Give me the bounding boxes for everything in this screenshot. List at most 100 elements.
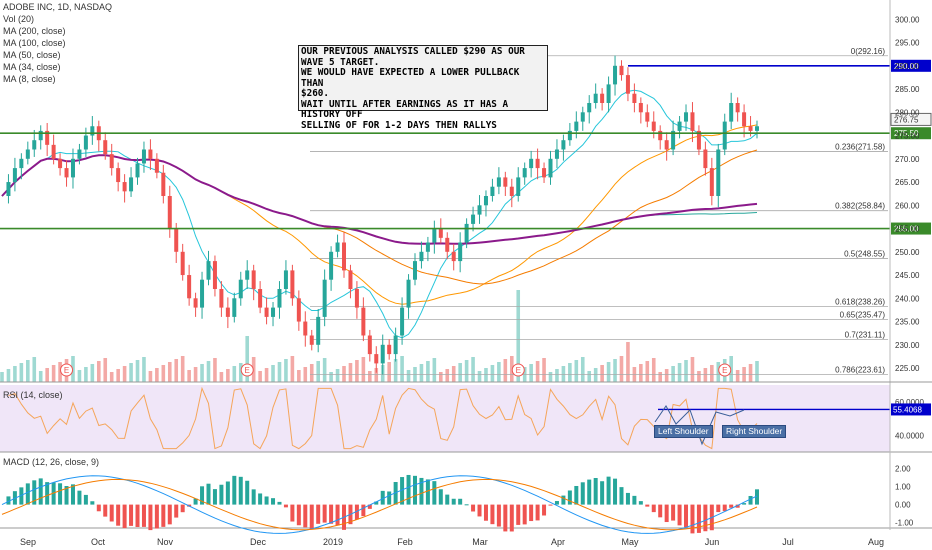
candle-body: [135, 163, 140, 178]
candle-body: [90, 126, 95, 136]
macd-histogram-bar: [438, 489, 443, 505]
macd-signal-line: [1, 478, 758, 531]
candle-body: [651, 121, 656, 131]
volume-bar: [322, 358, 327, 382]
time-tick-label: Dec: [250, 537, 267, 547]
candle-body: [32, 140, 37, 150]
macd-histogram-bar: [238, 476, 243, 505]
volume-bar: [193, 367, 198, 382]
macd-histogram-bar: [542, 504, 547, 516]
price-tick-label: 255.00: [895, 225, 920, 234]
macd-histogram-bar: [154, 504, 159, 529]
macd-histogram-bar: [529, 504, 534, 522]
volume-bar: [735, 370, 740, 382]
macd-histogram-bar: [258, 493, 263, 505]
fib-label: 0.618(238.26): [835, 297, 885, 306]
volume-bar: [451, 366, 456, 382]
volume-bar: [374, 368, 379, 382]
macd-histogram-bar: [38, 478, 43, 505]
volume-bar: [355, 360, 359, 382]
candle-body: [219, 289, 224, 308]
candle-body: [58, 158, 63, 169]
macd-histogram-bar: [51, 482, 56, 505]
price-tick-label: 225.00: [895, 364, 920, 373]
macd-pane: 2.00 1.00 0.00 -1.00: [0, 465, 932, 534]
candle-body: [503, 177, 508, 187]
volume-bar: [180, 356, 185, 382]
volume-bar: [161, 365, 166, 382]
volume-bar: [426, 361, 430, 382]
macd-histogram-bar: [451, 498, 456, 505]
time-axis: Sep Oct Nov Dec 2019 Feb Mar Apr May Jun Jul Aug: [20, 537, 884, 547]
volume-bar: [626, 342, 630, 382]
volume-bar: [174, 359, 179, 382]
volume-bar: [639, 364, 643, 382]
macd-histogram-bar: [432, 481, 437, 505]
candle-body: [425, 242, 430, 252]
volume-bar: [13, 366, 17, 382]
volume-bar: [548, 372, 553, 382]
candle-body: [367, 335, 372, 355]
macd-histogram-bar: [755, 489, 759, 505]
volume-bar: [309, 364, 314, 382]
volume-bars: [0, 290, 759, 382]
candle-body: [755, 126, 759, 131]
macd-histogram-bar: [535, 504, 540, 521]
volume-bar: [96, 361, 101, 382]
macd-tick-label: 2.00: [895, 465, 911, 474]
candle-body: [742, 112, 747, 127]
candle-body: [335, 242, 340, 252]
candle-body: [122, 182, 127, 192]
earnings-marker: [511, 363, 525, 377]
candle-body: [496, 177, 501, 187]
macd-histogram-bar: [212, 489, 217, 505]
volume-bar: [368, 371, 372, 382]
analysis-note[interactable]: OUR PREVIOUS ANALYSIS CALLED $290 AS OUR…: [298, 45, 548, 130]
candle-body: [625, 75, 630, 94]
rsi-tick-label: 60.0000: [895, 398, 924, 407]
volume-bar: [419, 364, 424, 382]
macd-histogram-bar: [283, 504, 288, 508]
macd-histogram-bar: [561, 495, 566, 505]
left-shoulder-label[interactable]: Left Shoulder: [654, 425, 713, 438]
candle-body: [567, 130, 572, 141]
macd-histogram-bar: [232, 475, 237, 505]
macd-histogram-bar: [148, 504, 153, 531]
macd-histogram-bar: [458, 498, 463, 505]
macd-histogram-bar: [716, 504, 721, 513]
level-tag: [891, 127, 931, 140]
candle-body: [529, 158, 534, 169]
candle-body: [148, 149, 153, 159]
right-shoulder-label[interactable]: Right Shoulder: [722, 425, 787, 438]
volume-bar: [148, 371, 153, 382]
volume-bar: [445, 369, 450, 382]
candle-body: [587, 103, 592, 113]
volume-bar: [671, 366, 675, 382]
macd-tick-label: -1.00: [895, 519, 914, 528]
legend-ma100: MA (100, close): [3, 38, 66, 48]
time-tick-label: Mar: [472, 537, 488, 547]
macd-histogram-bar: [96, 504, 101, 512]
macd-histogram-bar: [174, 504, 179, 518]
level-tag: [891, 222, 931, 235]
price-tick-label: 290.00: [895, 62, 920, 71]
volume-bar: [645, 361, 650, 382]
volume-bar: [580, 357, 585, 382]
volume-bar: [542, 358, 546, 382]
macd-histogram-bar: [6, 496, 11, 505]
volume-bar: [142, 357, 146, 382]
time-tick-label: Jul: [782, 537, 794, 547]
candle-body: [161, 172, 166, 196]
earnings-marker-label: E: [245, 366, 250, 375]
price-tick-label: 245.00: [895, 271, 920, 280]
candle-body: [574, 121, 579, 131]
volume-bar: [258, 371, 262, 382]
macd-histogram-bar: [703, 504, 708, 532]
candle-body: [696, 130, 701, 150]
macd-histogram-bar: [600, 481, 605, 505]
candle-body: [277, 289, 282, 308]
macd-histogram-bar: [58, 483, 63, 505]
candle-body: [354, 289, 359, 308]
volume-bar: [677, 363, 682, 382]
legend-vol: Vol (20): [3, 14, 35, 24]
